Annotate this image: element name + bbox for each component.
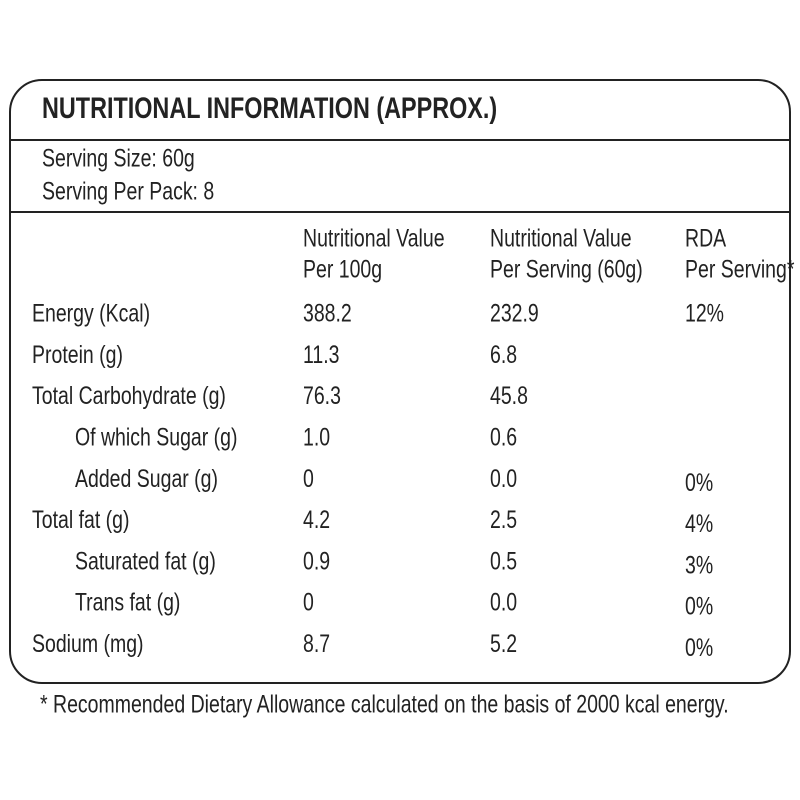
label-border [9,79,791,684]
cell-value: 11.3 [303,341,339,369]
cell-value: 5.2 [490,630,517,658]
row-label: Sodium (mg) [32,630,144,658]
column-header: Nutritional Value [303,224,445,252]
row-label: Total Carbohydrate (g) [32,382,226,410]
row-label: Added Sugar (g) [75,465,218,493]
footnote: * Recommended Dietary Allowance calculat… [40,690,729,718]
cell-value: 45.8 [490,382,528,410]
row-label: Trans fat (g) [75,588,180,616]
cell-value: 0.0 [490,465,517,493]
cell-value: 8.7 [303,630,330,658]
column-header: Per Serving (60g) [490,255,643,283]
column-header: Per 100g [303,255,382,283]
row-label: Energy (Kcal) [32,299,150,327]
cell-value: 0 [303,465,314,493]
cell-value: 232.9 [490,299,539,327]
cell-value: 2.5 [490,506,517,534]
cell-value: 12% [685,299,724,327]
cell-value: 0.9 [303,547,330,575]
row-label: Of which Sugar (g) [75,423,237,451]
row-label: Protein (g) [32,341,123,369]
cell-value: 0 [303,588,314,616]
title: NUTRITIONAL INFORMATION (APPROX.) [42,91,497,124]
cell-value: 0.5 [490,547,517,575]
cell-value: 4.2 [303,506,330,534]
cell-value: 4% [685,510,713,538]
serving-info: Serving Size: 60g [42,144,195,172]
serving-info: Serving Per Pack: 8 [42,177,214,205]
cell-value: 1.0 [303,423,330,451]
row-label: Total fat (g) [32,506,129,534]
cell-value: 3% [685,551,713,579]
cell-value: 388.2 [303,299,352,327]
cell-value: 0% [685,634,713,662]
cell-value: 0% [685,592,713,620]
column-header: Nutritional Value [490,224,632,252]
cell-value: 6.8 [490,341,517,369]
row-label: Saturated fat (g) [75,547,216,575]
cell-value: 0.0 [490,588,517,616]
cell-value: 0.6 [490,423,517,451]
column-header: Per Serving* [685,255,795,283]
cell-value: 0% [685,469,713,497]
cell-value: 76.3 [303,382,341,410]
column-header: RDA [685,224,726,252]
